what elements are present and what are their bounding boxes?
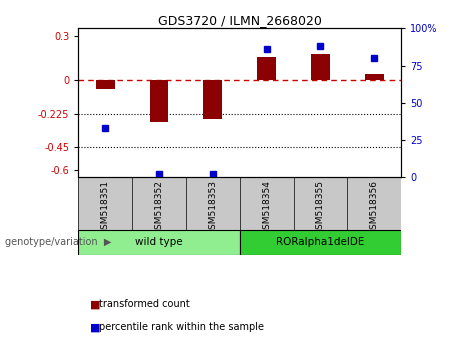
Text: GSM518354: GSM518354 xyxy=(262,180,271,235)
Bar xyxy=(150,80,168,122)
Text: ■: ■ xyxy=(90,322,100,332)
Text: transformed count: transformed count xyxy=(99,299,190,309)
Text: GSM518355: GSM518355 xyxy=(316,180,325,235)
Text: GSM518352: GSM518352 xyxy=(154,180,164,235)
Bar xyxy=(311,53,330,80)
Text: genotype/variation  ▶: genotype/variation ▶ xyxy=(5,238,111,247)
Text: ■: ■ xyxy=(90,299,100,309)
Bar xyxy=(365,74,384,80)
Text: GSM518353: GSM518353 xyxy=(208,180,217,235)
Bar xyxy=(96,80,115,89)
Bar xyxy=(203,80,222,119)
Bar xyxy=(240,230,401,255)
Text: GSM518351: GSM518351 xyxy=(101,180,110,235)
Title: GDS3720 / ILMN_2668020: GDS3720 / ILMN_2668020 xyxy=(158,14,322,27)
Text: percentile rank within the sample: percentile rank within the sample xyxy=(99,322,264,332)
Text: RORalpha1delDE: RORalpha1delDE xyxy=(276,238,365,247)
Bar xyxy=(78,230,240,255)
Text: wild type: wild type xyxy=(135,238,183,247)
Bar xyxy=(257,57,276,80)
Text: GSM518356: GSM518356 xyxy=(370,180,378,235)
